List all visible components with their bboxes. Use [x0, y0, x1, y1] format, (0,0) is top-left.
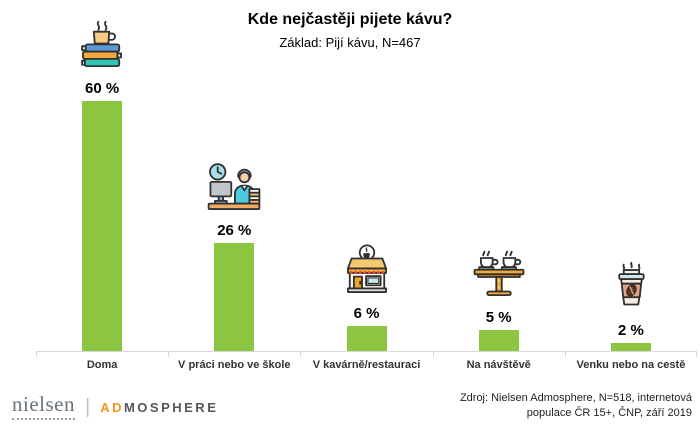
coffee-cup-on-books-icon — [73, 19, 131, 77]
bar-column-doma: 60 % — [36, 20, 168, 351]
takeaway-coffee-cup-icon — [602, 261, 660, 319]
plot-area: 60 % — [36, 20, 697, 352]
axis-tick — [432, 352, 434, 357]
admosphere-mosphere-part: MOSPHERE — [123, 399, 219, 415]
logo-separator: | — [84, 395, 91, 418]
admosphere-ad-part: AD — [100, 399, 124, 415]
nielsen-wordmark: nielsen — [12, 394, 75, 420]
value-label: 26 % — [217, 222, 252, 239]
category-label-venku: Venku nebo na cestě — [576, 359, 686, 371]
bar-column-venku: 2 % — [565, 102, 697, 351]
category-label-kavarna: V kavárně/restauraci — [312, 359, 421, 371]
value-label: 2 % — [617, 322, 644, 339]
source-line-2: populace ČR 15+, ČNP, září 2019 — [526, 406, 692, 419]
axis-tick — [36, 352, 37, 357]
category-label-prace-skola: V práci nebo ve škole — [178, 359, 291, 371]
bar-column-prace-skola: 26 % — [168, 102, 300, 351]
axis-tick — [564, 352, 566, 357]
bar — [82, 101, 123, 351]
axis-tick — [696, 352, 697, 357]
bar — [478, 330, 519, 351]
chart-subtitle: Základ: Pijí kávu, N=467 — [279, 35, 421, 50]
cafe-storefront-icon — [338, 244, 396, 302]
bar-column-kavarna: 6 % — [300, 102, 432, 351]
admosphere-wordmark: ADMOSPHERE — [100, 400, 218, 415]
category-label-doma: Doma — [86, 359, 118, 371]
source-note: Zdroj: Nielsen Admosphere, N=518, intern… — [460, 391, 692, 421]
bar-column-navsteva: 5 % — [433, 102, 565, 351]
category-label-navsteva: Na návštěvě — [466, 359, 531, 371]
source-line-1: Zdroj: Nielsen Admosphere, N=518, intern… — [459, 392, 692, 404]
page-title: Kde nejčastěji pijete kávu? — [247, 11, 453, 28]
bar — [214, 243, 255, 351]
value-label: 5 % — [485, 309, 512, 326]
axis-tick — [300, 352, 302, 357]
x-axis-ticks — [36, 352, 697, 358]
bar — [346, 326, 387, 351]
table-with-two-cups-icon — [470, 248, 528, 306]
value-label: 6 % — [353, 305, 380, 322]
person-at-desk-with-clock-icon — [205, 161, 263, 219]
bar — [610, 343, 651, 351]
x-axis-labels: Doma V práci nebo ve škole V kavárně/res… — [36, 359, 697, 372]
axis-tick — [168, 352, 170, 357]
nielsen-admosphere-logo: nielsen | ADMOSPHERE — [12, 394, 218, 420]
value-label: 60 % — [85, 80, 120, 97]
